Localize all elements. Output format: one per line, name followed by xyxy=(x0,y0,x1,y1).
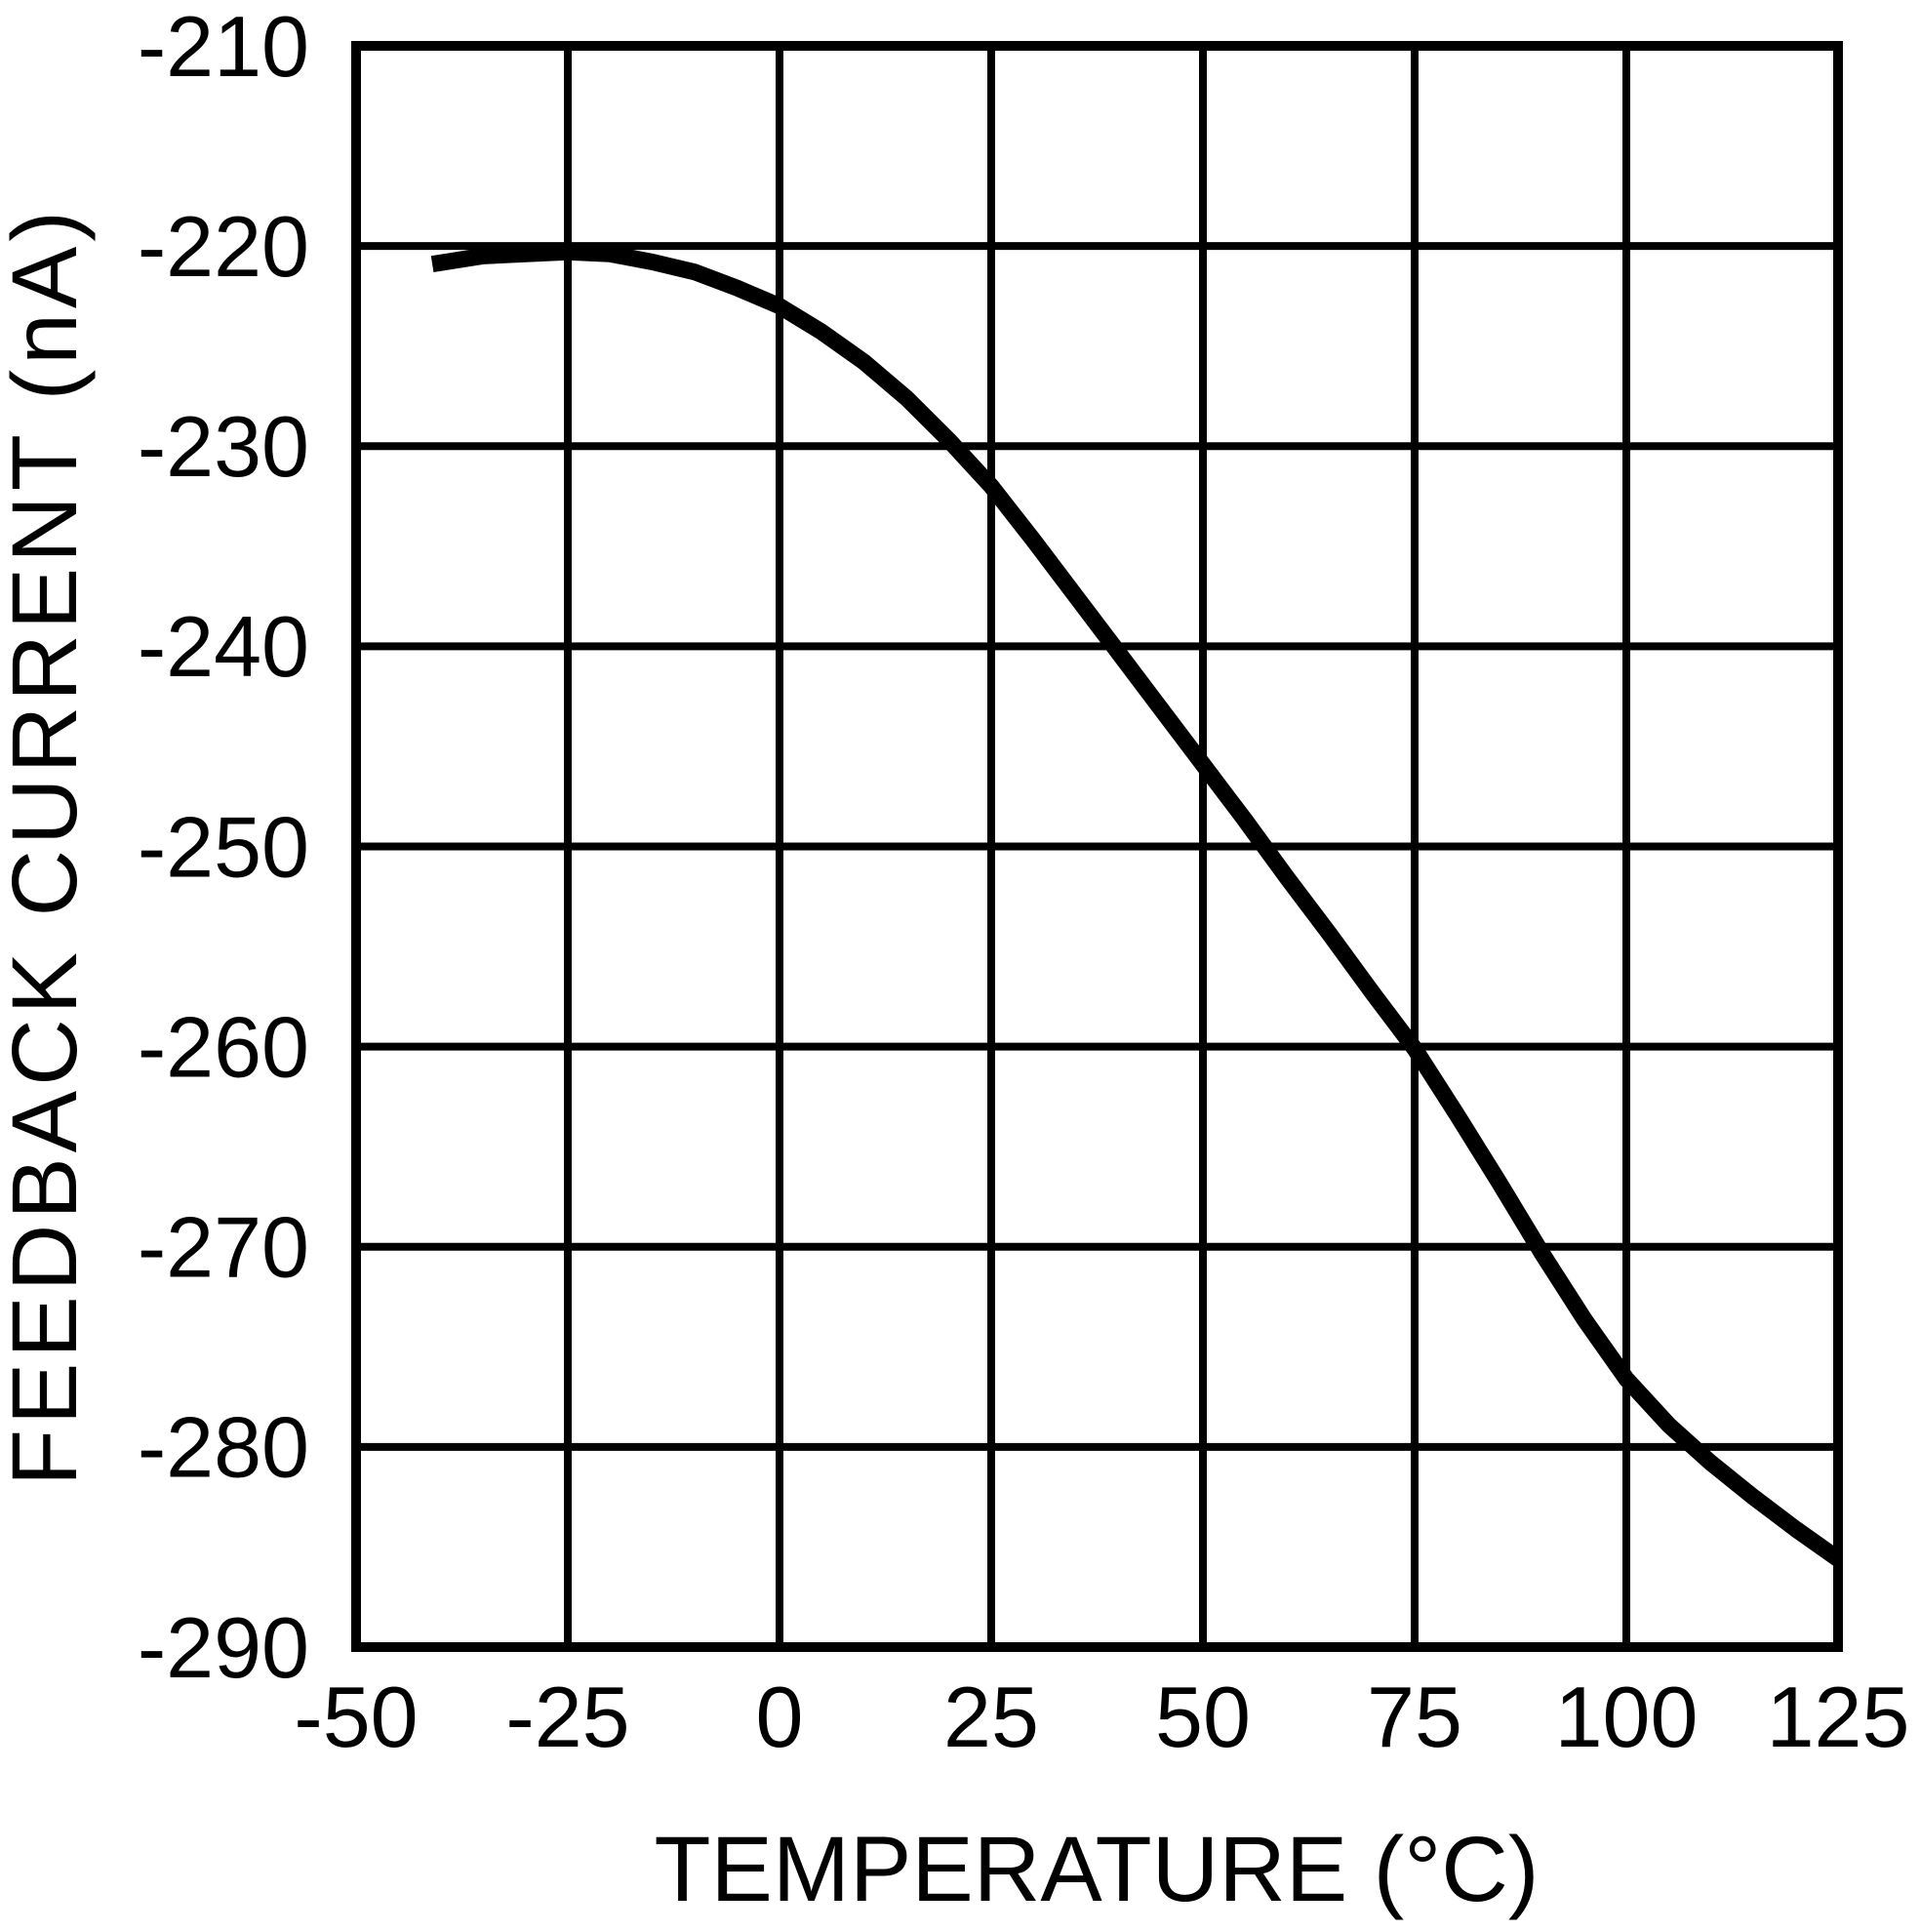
y-tick-labels: -210 -220 -230 -240 -250 -260 -270 -280 -290 xyxy=(138,0,309,1696)
x-tick-label: 50 xyxy=(1155,1669,1251,1765)
curve xyxy=(430,243,1843,1566)
x-tick-label: 100 xyxy=(1555,1669,1699,1765)
x-tick-label: 75 xyxy=(1367,1669,1462,1765)
x-tick-label: 25 xyxy=(943,1669,1039,1765)
curve-path xyxy=(430,243,1843,1566)
x-tick-label: -25 xyxy=(505,1669,629,1765)
x-tick-label: 0 xyxy=(756,1669,804,1765)
y-tick-label: -260 xyxy=(138,998,309,1095)
y-tick-label: -240 xyxy=(138,598,309,695)
plot-border xyxy=(351,41,1843,1652)
x-tick-label: 125 xyxy=(1767,1669,1910,1765)
y-tick-label: -220 xyxy=(138,198,309,295)
y-tick-label: -210 xyxy=(138,0,309,95)
x-axis-title: TEMPERATURE (°C) xyxy=(654,1818,1539,1921)
y-tick-label: -250 xyxy=(138,798,309,895)
x-tick-labels: -50 -25 0 25 50 75 100 125 xyxy=(294,1669,1909,1765)
y-tick-label: -280 xyxy=(138,1399,309,1496)
y-axis-title: FEEDBACK CURRENT (nA) xyxy=(0,206,97,1486)
y-tick-label: -230 xyxy=(138,398,309,495)
gridlines xyxy=(352,42,1842,1651)
x-tick-label: -50 xyxy=(294,1669,418,1765)
y-tick-label: -290 xyxy=(138,1599,309,1696)
y-tick-label: -270 xyxy=(138,1199,309,1296)
